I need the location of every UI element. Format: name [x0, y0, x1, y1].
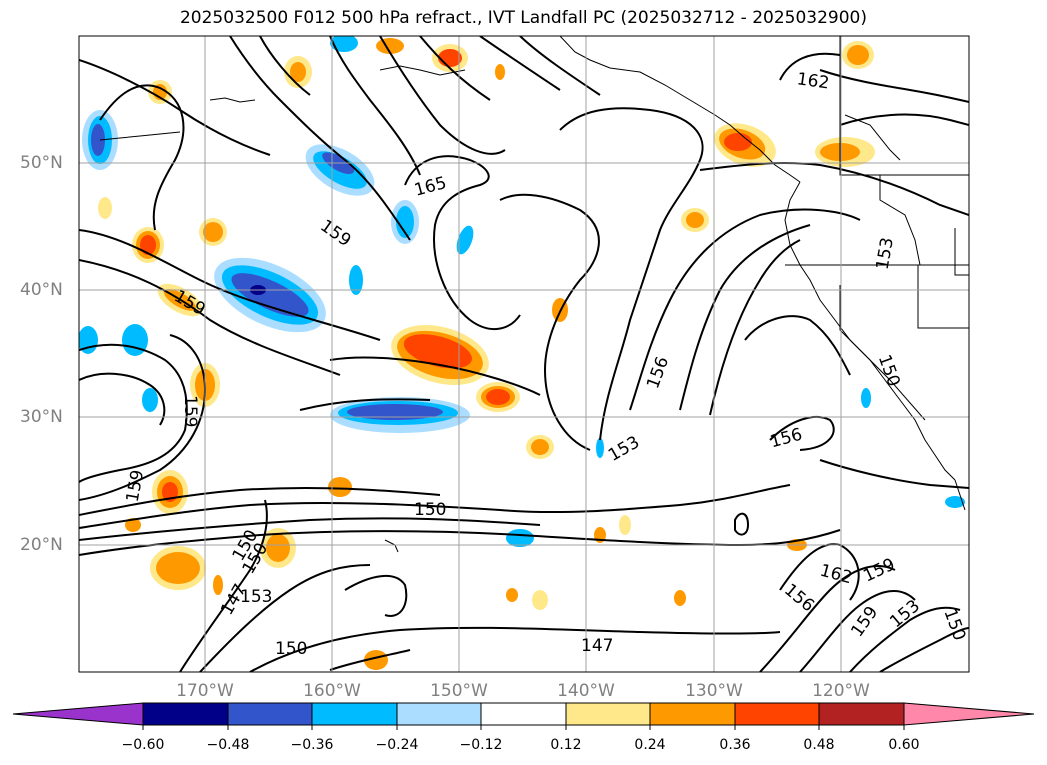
lon-label: 170°W [176, 681, 234, 701]
colorbar-bin [649, 702, 736, 726]
colorbar-tick-label: −0.60 [121, 737, 165, 753]
colorbar-bin [142, 702, 229, 726]
colorbar-bin [227, 702, 313, 726]
colorbar-tick-label: −0.48 [206, 737, 250, 753]
colorbar-bin [480, 702, 567, 726]
colorbar-tick-label: 0.36 [719, 737, 751, 753]
colorbar-tick-label: −0.12 [459, 737, 503, 753]
colorbar-bin [396, 702, 482, 726]
plot-frame [78, 35, 970, 673]
lat-label: 50°N [20, 153, 63, 173]
contour-label: 162 [818, 561, 855, 589]
contour-label: 150 [275, 639, 307, 659]
contour-label: 159 [860, 555, 898, 587]
contour-label: 153 [873, 236, 898, 271]
contour-label: 156 [643, 354, 673, 391]
contour-label: 153 [240, 587, 272, 607]
contour-label: 159 [180, 395, 200, 427]
lon-label: 120°W [812, 681, 870, 701]
contour-label: 165 [412, 173, 449, 201]
lon-label: 130°W [685, 681, 743, 701]
contour-label: 150 [414, 500, 446, 520]
graticule [79, 36, 969, 672]
colorbar-bin [734, 702, 820, 726]
map-title: 2025032500 F012 500 hPa refract., IVT La… [179, 8, 867, 28]
coastlines [99, 36, 969, 553]
lat-label: 40°N [20, 280, 63, 300]
lon-label: 160°W [303, 681, 361, 701]
lat-label: 20°N [20, 535, 63, 555]
colorbar-bin [818, 702, 905, 726]
contour-lines [79, 36, 969, 672]
colorbar-tick-label: 0.24 [634, 737, 666, 753]
colorbar-tick-label: 0.60 [888, 737, 920, 753]
lon-label: 140°W [557, 681, 615, 701]
anomaly-shading [79, 36, 965, 670]
contour-label: 162 [796, 69, 831, 93]
contour-label: 159 [123, 468, 148, 503]
colorbar-extend-high [903, 702, 1035, 726]
colorbar-tick-label: 0.12 [550, 737, 582, 753]
contour-label: 159 [847, 603, 882, 641]
contour-label: 153 [886, 596, 924, 632]
colorbar-extend-low [12, 702, 144, 726]
colorbar-bin [565, 702, 651, 726]
contour-label: 147 [581, 636, 613, 656]
contour-label: 150 [874, 352, 904, 389]
lat-label: 30°N [20, 407, 63, 427]
colorbar-tick-label: −0.36 [290, 737, 334, 753]
contour-label: 156 [768, 425, 805, 453]
colorbar-bin [311, 702, 398, 726]
colorbar [12, 702, 1035, 730]
contour-label: 159 [316, 216, 354, 251]
contour-label: 153 [605, 432, 643, 466]
colorbar-tick-label: 0.48 [803, 737, 835, 753]
colorbar-tick-label: −0.24 [375, 737, 419, 753]
lon-label: 150°W [430, 681, 488, 701]
